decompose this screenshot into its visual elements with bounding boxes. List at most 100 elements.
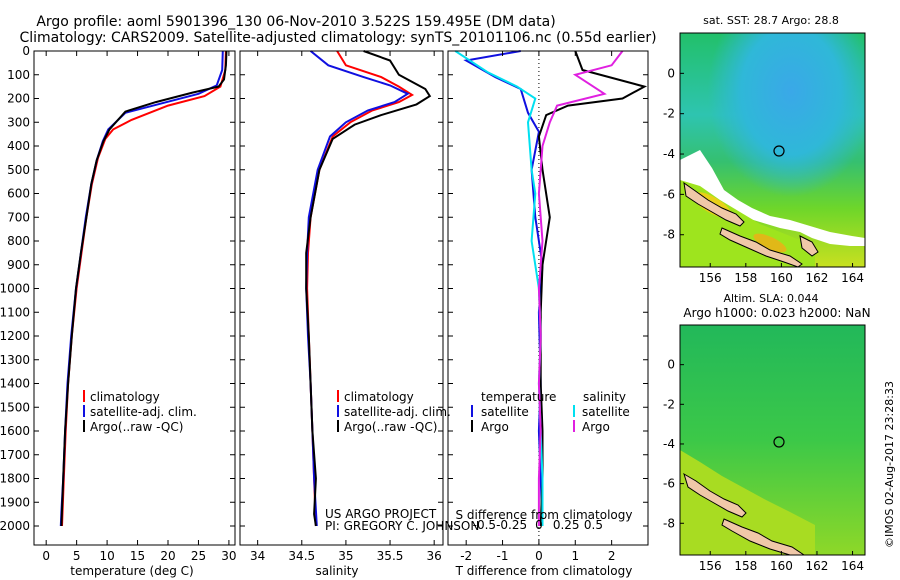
sst-map-axes: 156 158 160 162 164 0 -2 -4 -6 -8 bbox=[663, 66, 864, 285]
legend-s-argo: Argo bbox=[582, 420, 610, 434]
series-satellite bbox=[59, 50, 224, 527]
series-Argo bbox=[305, 50, 432, 527]
sst-map-title: sat. SST: 28.7 Argo: 28.8 bbox=[703, 14, 839, 27]
legend-climatology: climatology bbox=[90, 390, 160, 404]
legend-swatch-climatology bbox=[337, 390, 339, 402]
legend-swatch-s-satellite bbox=[573, 405, 575, 417]
top-tick-label: 0.25 bbox=[553, 518, 580, 532]
y-tick-label: 600 bbox=[7, 187, 30, 201]
legend-swatch-argo bbox=[337, 420, 339, 432]
legend-climatology: climatology bbox=[344, 390, 414, 404]
map-y-tick-label: -6 bbox=[663, 187, 675, 201]
map-x-tick-label: 158 bbox=[734, 271, 757, 285]
x-tick-label: 35 bbox=[338, 549, 353, 563]
legend-t-satellite: satellite bbox=[481, 405, 529, 419]
map-y-tick-label: 0 bbox=[667, 66, 675, 80]
sla-map bbox=[679, 324, 866, 556]
map-y-tick-label: -6 bbox=[663, 477, 675, 491]
y-tick-label: 1200 bbox=[0, 329, 30, 343]
sst-island bbox=[683, 181, 745, 227]
x-tick-label: 35.5 bbox=[377, 549, 404, 563]
sst-argo-marker bbox=[773, 145, 785, 157]
difference-panel: -2 -1 0 1 2T difference from climatology -0.5… bbox=[447, 50, 649, 578]
map-y-tick-label: -8 bbox=[663, 516, 675, 530]
legend-satellite: satellite-adj. clim. bbox=[344, 405, 451, 419]
map-x-tick-label: 156 bbox=[699, 271, 722, 285]
x-axis-label: T difference from climatology bbox=[455, 564, 633, 578]
y-tick-label: 900 bbox=[7, 258, 30, 272]
top-tick-label: 0 bbox=[535, 518, 543, 532]
legend-s-satellite: satellite bbox=[582, 405, 630, 419]
legend-argo: Argo(..raw -QC) bbox=[344, 420, 437, 434]
legend-salinity-title: salinity bbox=[583, 390, 626, 404]
x-tick-label: 5 bbox=[73, 549, 81, 563]
map-x-tick-label: 156 bbox=[699, 559, 722, 573]
sla-shelf bbox=[680, 450, 815, 555]
y-tick-label: 2000 bbox=[0, 519, 30, 533]
series-satellite bbox=[305, 50, 410, 527]
legend-swatch-climatology bbox=[83, 390, 85, 402]
map-x-tick-label: 160 bbox=[770, 271, 793, 285]
map-y-tick-label: -2 bbox=[663, 397, 675, 411]
x-tick-label: 10 bbox=[99, 549, 114, 563]
difference-legend: temperature satellite Argo salinity sate… bbox=[471, 390, 630, 434]
x-tick-label: 34 bbox=[250, 549, 265, 563]
legend-swatch-argo bbox=[83, 420, 85, 432]
x-axis-label: salinity bbox=[315, 564, 358, 578]
series-climatology bbox=[61, 50, 227, 527]
series-temperature-satellite bbox=[463, 50, 544, 527]
x-tick-label: 25 bbox=[191, 549, 206, 563]
temperature-legend: climatology satellite-adj. clim. Argo(..… bbox=[83, 390, 197, 434]
legend-argo: Argo(..raw -QC) bbox=[90, 420, 183, 434]
pi-credit: PI: GREGORY C. JOHNSON bbox=[325, 519, 479, 533]
y-tick-label: 1900 bbox=[0, 495, 30, 509]
map-x-tick-label: 164 bbox=[841, 559, 864, 573]
y-tick-label: 1800 bbox=[0, 472, 30, 486]
map-x-tick-label: 162 bbox=[806, 559, 829, 573]
y-tick-label: 1600 bbox=[0, 424, 30, 438]
map-y-tick-label: -8 bbox=[663, 228, 675, 242]
figure-subtitle: Climatology: CARS2009. Satellite-adjuste… bbox=[19, 30, 656, 46]
legend-temperature-title: temperature bbox=[481, 390, 556, 404]
legend-t-argo: Argo bbox=[481, 420, 509, 434]
x-tick-label: 15 bbox=[130, 549, 145, 563]
map-y-tick-label: -4 bbox=[663, 147, 675, 161]
y-tick-label: 800 bbox=[7, 234, 30, 248]
sst-map-frame bbox=[679, 32, 866, 268]
x-tick-label: 30 bbox=[221, 549, 236, 563]
sla-argo-marker bbox=[773, 436, 785, 448]
plot-frame bbox=[33, 50, 236, 546]
sst-island bbox=[799, 235, 819, 257]
y-tick-label: 1000 bbox=[0, 282, 30, 296]
salinity-legend: climatology satellite-adj. clim. Argo(..… bbox=[337, 390, 451, 434]
y-tick-label: 200 bbox=[7, 92, 30, 106]
y-tick-label: 300 bbox=[7, 115, 30, 129]
y-tick-label: 400 bbox=[7, 139, 30, 153]
top-tick-label: -0.5 bbox=[473, 518, 496, 532]
top-tick-label: 0.5 bbox=[584, 518, 603, 532]
y-tick-label: 0 bbox=[22, 44, 30, 58]
x-tick-label: 0 bbox=[42, 549, 50, 563]
map-x-tick-label: 162 bbox=[806, 271, 829, 285]
x-tick-label: -1 bbox=[497, 549, 509, 563]
y-tick-label: 1700 bbox=[0, 448, 30, 462]
x-tick-label: 1 bbox=[571, 549, 579, 563]
y-tick-label: 1400 bbox=[0, 377, 30, 391]
legend-swatch-t-argo bbox=[471, 420, 473, 432]
series-Argo bbox=[60, 50, 228, 527]
legend-swatch-satellite bbox=[83, 405, 85, 417]
y-tick-label: 1300 bbox=[0, 353, 30, 367]
sla-map-axes: 156 158 160 162 164 0 -2 -4 -6 -8 bbox=[663, 358, 864, 573]
project-credit: US ARGO PROJECT bbox=[325, 507, 437, 521]
legend-satellite: satellite-adj. clim. bbox=[90, 405, 197, 419]
sst-warm-patch bbox=[753, 233, 787, 253]
y-tick-label: 1500 bbox=[0, 400, 30, 414]
x-tick-label: 0 bbox=[535, 549, 543, 563]
map-y-tick-label: -2 bbox=[663, 107, 675, 121]
top-tick-label: -0.25 bbox=[496, 518, 527, 532]
sla-map-frame bbox=[679, 324, 866, 556]
map-y-tick-label: -4 bbox=[663, 437, 675, 451]
legend-swatch-s-argo bbox=[573, 420, 575, 432]
plot-frame bbox=[447, 50, 649, 546]
legend-swatch-satellite bbox=[337, 405, 339, 417]
